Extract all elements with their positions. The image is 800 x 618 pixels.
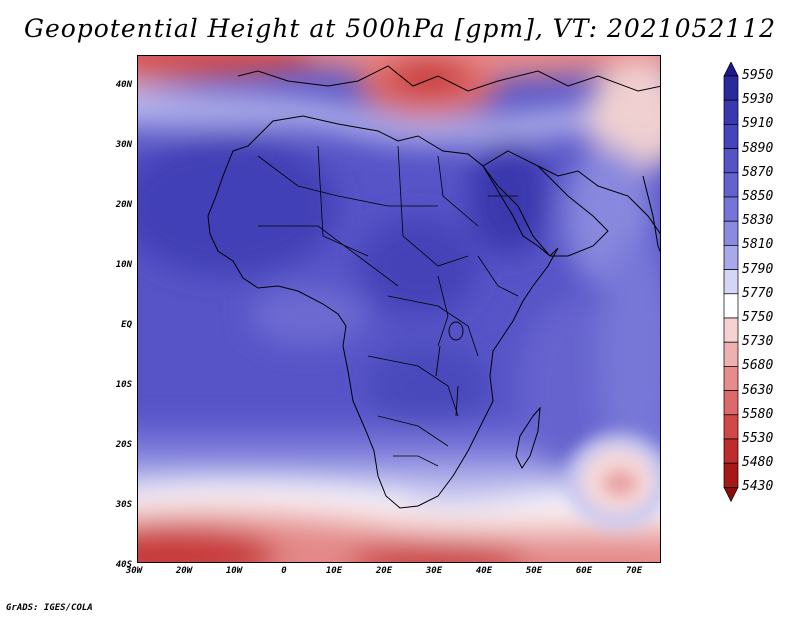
legend-level-label: 5530 [742, 431, 774, 446]
legend-level-label: 5580 [742, 406, 774, 422]
lon-tick-label: 10W [225, 566, 243, 576]
legend-swatch [723, 341, 739, 367]
legend-level-label: 5680 [742, 358, 774, 374]
legend-level-label: 5930 [742, 92, 774, 108]
legend-swatch [723, 293, 739, 319]
lat-tick-label: 10S [115, 380, 132, 390]
lat-tick-label: EQ [121, 320, 132, 330]
grads-credit: GrADS: IGES/COLA [6, 603, 93, 613]
lon-tick-label: 50E [525, 566, 543, 576]
legend-level-label: 5890 [742, 140, 774, 156]
lon-tick-label: 20E [375, 566, 393, 576]
legend-level-label: 5730 [742, 334, 774, 350]
legend-swatch [723, 172, 739, 198]
lat-tick-label: 30N [115, 140, 132, 150]
legend-swatch [723, 438, 739, 464]
legend-level-label: 5790 [742, 261, 774, 277]
legend-swatch [723, 414, 739, 440]
lat-tick-label: 20N [115, 200, 132, 210]
legend-swatch [723, 317, 739, 343]
geopotential-map [138, 56, 660, 562]
legend-swatch [723, 148, 739, 174]
lon-tick-label: 0 [281, 566, 287, 576]
legend-level-label: 5810 [742, 237, 774, 253]
lat-tick-label: 40S [115, 560, 132, 570]
legend-swatch [723, 196, 739, 222]
lon-tick-label: 40E [475, 566, 493, 576]
lat-tick-label: 30S [115, 500, 132, 510]
legend-level-label: 5770 [742, 285, 774, 301]
madagascar-outline [515, 406, 541, 469]
africa-coastline [207, 115, 559, 509]
legend-swatch [723, 462, 739, 488]
legend-level-label: 5830 [742, 213, 774, 229]
chart-title: Geopotential Height at 500hPa [gpm], VT:… [23, 14, 777, 43]
legend-level-label: 5910 [742, 116, 774, 132]
india-coastline [642, 175, 660, 253]
legend-swatch [723, 269, 739, 295]
legend-swatch [723, 75, 739, 101]
legend-bottom-arrow [723, 487, 739, 503]
lon-tick-label: 60E [575, 566, 593, 576]
legend-level-label: 5850 [742, 189, 774, 204]
lat-tick-label: 10N [115, 260, 132, 270]
legend-level-label: 5950 [742, 68, 774, 83]
legend-level-label: 5870 [742, 164, 774, 180]
legend-swatch [723, 220, 739, 246]
legend-swatch [723, 366, 739, 391]
legend-swatch [723, 245, 739, 270]
legend-swatch [723, 99, 739, 125]
lat-tick-label: 40N [115, 80, 132, 90]
lon-tick-label: 10E [325, 566, 343, 576]
map-panel [137, 55, 661, 563]
gulf-coastline [537, 165, 660, 235]
color-legend [723, 62, 739, 503]
lon-tick-label: 30E [425, 566, 443, 576]
europe-coastline [237, 65, 660, 92]
lat-tick-label: 20S [115, 440, 132, 450]
lon-tick-label: 70E [625, 566, 643, 576]
legend-level-label: 5750 [742, 310, 774, 325]
lon-tick-label: 20W [175, 566, 193, 576]
legend-swatch [723, 124, 739, 149]
legend-level-label: 5480 [742, 455, 774, 471]
legend-level-label: 5430 [742, 479, 774, 495]
legend-top-arrow [723, 62, 739, 77]
legend-swatch [723, 390, 739, 416]
lon-tick-label: 30W [125, 566, 143, 576]
legend-level-label: 5630 [742, 382, 774, 398]
